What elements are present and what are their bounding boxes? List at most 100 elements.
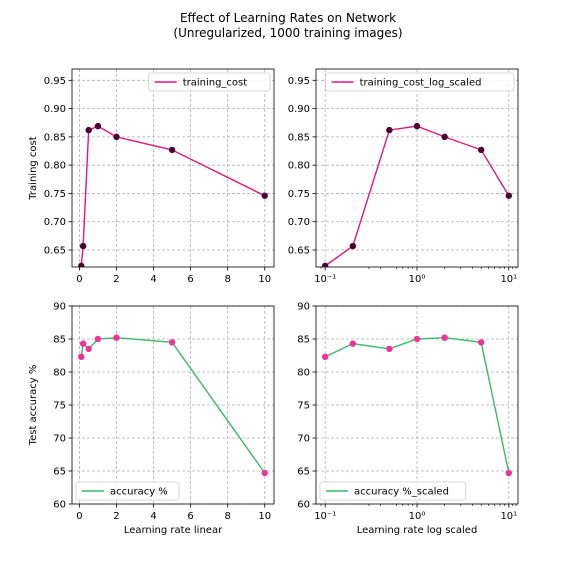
data-point: [261, 192, 268, 199]
legend-box: [325, 72, 515, 92]
x-tick-label: 10: [258, 511, 271, 522]
x-tick-label: 10¹: [500, 511, 517, 522]
data-point: [413, 335, 421, 343]
data-point: [477, 339, 485, 346]
y-tick-label: 85: [53, 335, 66, 346]
legend-label: training_cost: [183, 78, 248, 89]
y-tick-label: 0.85: [288, 132, 310, 143]
data-point: [94, 335, 102, 343]
x-tick-label: 4: [150, 274, 156, 285]
panel-top-left: 0.65 0.70 0.75 0.80 0.85 0.90 0.95 0 2 4 6 8 10 Train…: [28, 68, 275, 285]
y-tick-label: 80: [297, 368, 310, 379]
y-tick-label: 0.85: [44, 132, 66, 143]
x-tick-label: 10⁰: [409, 274, 426, 285]
data-point: [94, 122, 102, 130]
y-tick-label: 0.95: [288, 76, 310, 87]
y-tick-label: 85: [297, 335, 310, 346]
data-point: [168, 146, 176, 154]
y-tick-label: 0.65: [44, 246, 66, 257]
x-tick-label: 10¹: [500, 274, 517, 285]
legend: accuracy %: [75, 481, 180, 501]
data-point: [261, 469, 268, 477]
legend: training_cost: [148, 72, 271, 92]
data-point: [78, 262, 85, 267]
legend-box: [148, 72, 271, 92]
data-point: [349, 242, 357, 250]
y-tick-label: 70: [297, 434, 310, 445]
legend: training_cost_log_scaled: [325, 72, 515, 92]
data-point: [413, 122, 421, 130]
chart-panels: 0.65 0.70 0.75 0.80 0.85 0.90 0.95 0 2 4 6 8 10 Train…: [28, 68, 519, 536]
data-point: [477, 146, 485, 154]
legend-label: accuracy %: [110, 487, 168, 498]
panel-bottom-right: 60 65 70 75 80 85 90 10⁻¹ 10⁰ 10¹ Learning rate lo…: [297, 302, 519, 536]
x-axis-label: Learning rate linear: [124, 525, 223, 536]
data-point: [79, 340, 87, 347]
x-tick-label: 6: [187, 274, 193, 285]
data-point: [85, 345, 92, 353]
x-axis-label: Learning rate log scaled: [357, 525, 478, 536]
data-point: [386, 345, 393, 353]
y-tick-label: 90: [297, 302, 310, 313]
y-tick-label: 65: [297, 467, 310, 478]
x-tick-label: 2: [113, 511, 119, 522]
y-tick-label: 75: [53, 401, 66, 412]
axes-frame: [71, 68, 275, 268]
x-tick-label: 2: [113, 274, 119, 285]
y-tick-label: 0.80: [44, 161, 66, 172]
legend-label: accuracy %_scaled: [354, 487, 449, 498]
y-axis-label: Training cost: [28, 136, 39, 200]
legend-box: [319, 481, 467, 501]
y-tick-label: 75: [297, 401, 310, 412]
x-tick-label: 0: [76, 274, 82, 285]
data-point: [113, 334, 120, 341]
y-tick-label: 90: [53, 302, 66, 313]
y-tick-label: 60: [297, 500, 310, 511]
y-tick-label: 0.95: [44, 76, 66, 87]
data-point: [168, 339, 176, 346]
x-tick-label: 6: [187, 511, 193, 522]
y-tick-label: 0.70: [288, 217, 310, 228]
x-tick-label: 8: [224, 274, 230, 285]
data-point: [79, 242, 87, 250]
data-point: [85, 126, 92, 134]
x-tick-label: 4: [150, 511, 156, 522]
legend: accuracy %_scaled: [319, 481, 467, 501]
x-tick-label: 8: [224, 511, 230, 522]
x-tick-label: 10: [258, 274, 271, 285]
axes-frame: [315, 68, 519, 268]
x-tick-label: 0: [76, 511, 82, 522]
data-point: [321, 353, 329, 361]
panel-top-right: 0.65 0.70 0.75 0.80 0.85 0.90 0.95 10⁻¹ 10⁰ 10¹ tr…: [288, 68, 519, 285]
data-point: [505, 192, 513, 199]
data-point: [386, 126, 393, 134]
data-point: [78, 353, 85, 361]
y-axis-label: Test accuracy %: [28, 365, 39, 447]
y-tick-label: 0.70: [44, 217, 66, 228]
data-point: [441, 133, 448, 141]
x-tick-label: 10⁰: [409, 511, 426, 522]
y-tick-label: 0.90: [288, 104, 310, 115]
y-tick-label: 0.75: [44, 189, 66, 200]
figure-title-line1: Effect of Learning Rates on Network: [180, 11, 396, 25]
y-tick-label: 0.75: [288, 189, 310, 200]
data-point: [349, 340, 357, 347]
x-tick-label: 10⁻¹: [314, 274, 336, 285]
y-tick-label: 0.80: [288, 161, 310, 172]
y-tick-label: 0.90: [44, 104, 66, 115]
legend-label: training_cost_log_scaled: [360, 78, 482, 89]
x-tick-label: 10⁻¹: [314, 511, 336, 522]
panel-bottom-left: 60 65 70 75 80 85 90 0 2 4 6 8 10 Learning rate linea…: [28, 302, 275, 536]
y-tick-label: 65: [53, 467, 66, 478]
y-tick-label: 70: [53, 434, 66, 445]
data-point: [321, 262, 329, 267]
y-tick-label: 80: [53, 368, 66, 379]
data-point: [113, 133, 120, 141]
data-point: [505, 469, 513, 477]
y-tick-label: 0.65: [288, 246, 310, 257]
figure-title-line2: (Unregularized, 1000 training images): [173, 26, 402, 40]
y-tick-label: 60: [53, 500, 66, 511]
data-point: [441, 334, 448, 341]
legend-box: [75, 481, 180, 501]
